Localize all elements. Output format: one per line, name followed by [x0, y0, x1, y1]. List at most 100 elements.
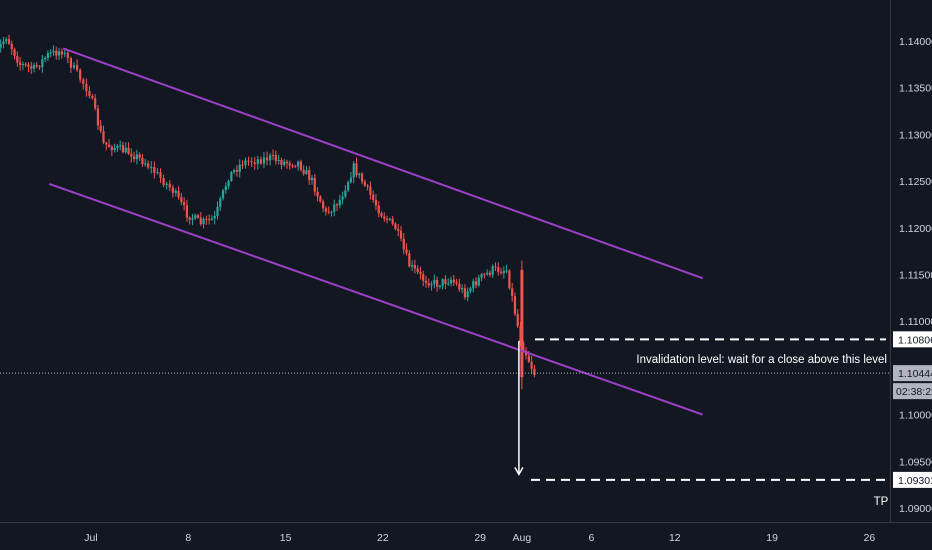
x-tick-label: 29 — [474, 532, 486, 544]
target-price-tag-bg — [893, 471, 932, 488]
candle-body — [502, 270, 505, 274]
candle-body — [102, 131, 105, 143]
y-tick-label: 1.14000 — [899, 36, 932, 48]
candle-body — [199, 217, 202, 225]
invalidation-price-tag: 1.10806 — [898, 334, 932, 346]
candle-body — [219, 198, 222, 207]
candle-body — [341, 196, 344, 200]
candle-body — [19, 62, 22, 66]
channel-lower-line[interactable] — [48, 182, 703, 416]
candle-body — [474, 281, 478, 286]
candle-body — [391, 218, 394, 224]
candle-body — [427, 282, 430, 286]
candle-body — [156, 172, 159, 174]
x-tick-label: Jul — [84, 532, 97, 544]
candle-body — [188, 217, 191, 220]
candle-body — [205, 218, 208, 220]
countdown-tag-bg — [893, 383, 932, 400]
candle-body — [7, 39, 11, 44]
candle-body — [319, 196, 322, 202]
candle-body — [491, 266, 494, 275]
candle-body — [132, 156, 136, 160]
candle-body — [259, 159, 262, 164]
candle-body — [235, 170, 239, 172]
candle-body — [76, 65, 79, 70]
candle-body — [305, 170, 308, 174]
candle-body — [116, 145, 119, 149]
candle-body — [310, 177, 314, 181]
candle-body — [27, 64, 30, 67]
candle-body — [244, 160, 247, 166]
candle-body — [308, 170, 311, 181]
x-tick-label: 6 — [588, 532, 594, 544]
candle-body — [88, 91, 91, 97]
y-tick-label: 1.12000 — [899, 223, 932, 235]
x-tick-label: 26 — [864, 532, 876, 544]
candle-body — [46, 53, 50, 58]
candle-body — [113, 148, 116, 151]
candle-body — [153, 166, 156, 173]
candle-body — [210, 218, 214, 220]
candle-body — [69, 58, 73, 68]
candle-body — [377, 205, 380, 214]
candle-body — [238, 164, 241, 172]
candle-body — [24, 64, 27, 66]
candle-body — [449, 279, 453, 284]
time-axis[interactable]: Jul 8 15 22 29 Aug 6 12 19 26 — [84, 532, 875, 544]
candle-body — [419, 271, 422, 275]
candle-body — [191, 218, 194, 220]
candle-body — [16, 55, 19, 63]
candle-body — [358, 173, 361, 176]
candle-body — [130, 153, 133, 157]
candle-body — [174, 190, 177, 193]
candle-body — [288, 163, 291, 166]
tp-annotation[interactable]: TP — [874, 496, 889, 508]
candle-body — [72, 65, 76, 68]
channel-upper-line[interactable] — [62, 47, 703, 280]
candle-body — [533, 368, 536, 376]
candle-body — [216, 206, 219, 217]
candle-body — [110, 146, 113, 151]
candle-body — [141, 157, 144, 165]
horizontal-levels[interactable] — [0, 338, 890, 481]
candle-body — [119, 145, 122, 147]
candle-body — [82, 79, 85, 84]
candle-body — [2, 41, 5, 45]
candle-body — [352, 163, 355, 178]
candle-body — [405, 249, 408, 254]
candle-body — [121, 145, 125, 153]
candle-body — [511, 288, 514, 297]
candle-body — [135, 154, 138, 160]
candle-body — [372, 194, 375, 200]
candle-body — [469, 288, 472, 292]
candle-body — [5, 39, 8, 42]
candle-body — [138, 154, 141, 158]
candle-body — [159, 172, 162, 178]
y-tick-label: 1.12500 — [899, 176, 932, 188]
candle-body — [162, 177, 165, 186]
candle-body — [488, 272, 492, 275]
candle-body — [313, 177, 316, 192]
candle-body — [38, 66, 41, 68]
candle-body — [438, 285, 441, 287]
candle-body — [508, 270, 511, 289]
price-axis[interactable]: 1.14000 1.13500 1.13000 1.12500 1.12000 1.115… — [899, 36, 932, 515]
candle-body — [458, 283, 461, 290]
invalidation-annotation[interactable]: Invalidation level: wait for a close abo… — [636, 354, 887, 366]
candle-body — [13, 49, 16, 56]
candle-body — [294, 165, 297, 167]
candle-body — [335, 204, 339, 206]
candle-body — [171, 187, 174, 193]
candle-body — [150, 166, 153, 168]
candle-body — [497, 267, 500, 273]
candle-body — [280, 160, 283, 165]
y-tick-label: 1.11000 — [899, 316, 932, 328]
candle-body — [338, 199, 341, 206]
descending-channel[interactable] — [48, 47, 703, 416]
candlestick-series — [0, 34, 536, 390]
candle-body — [380, 213, 383, 217]
candle-body — [363, 181, 366, 186]
candle-body — [433, 279, 436, 284]
